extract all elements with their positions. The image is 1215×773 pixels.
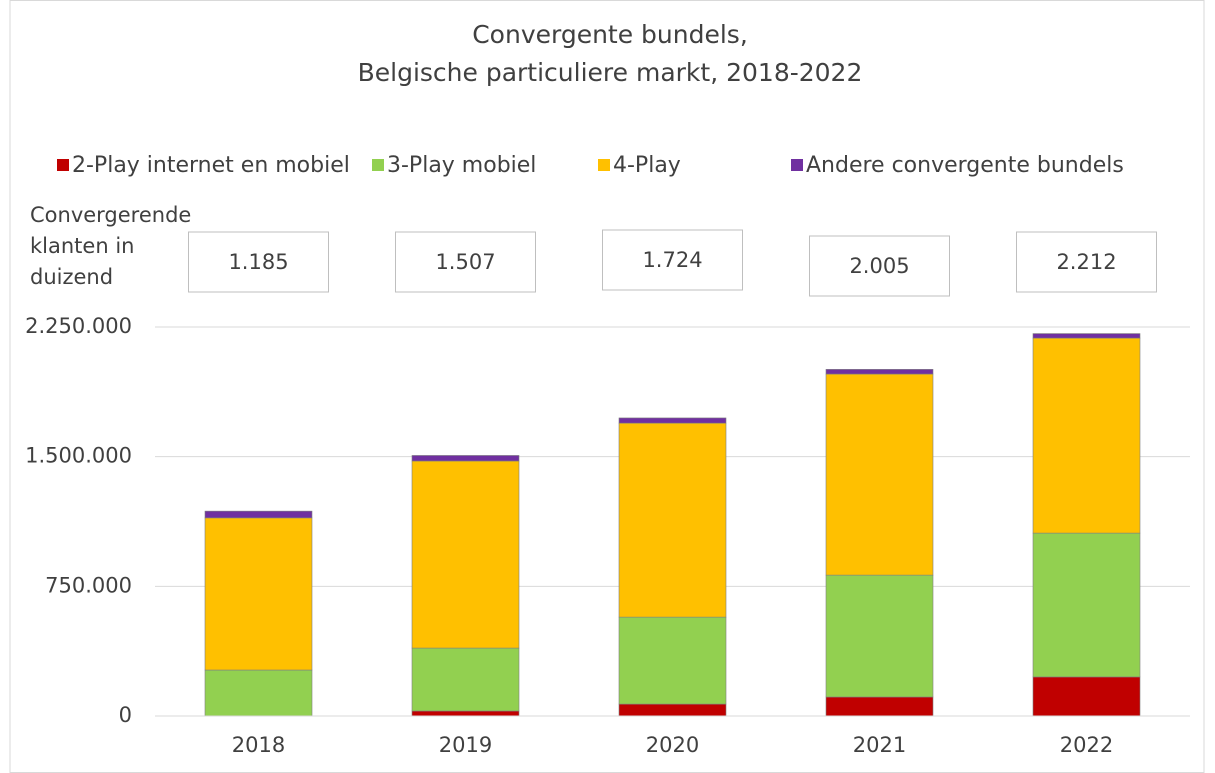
x-tick-label: 2019 (439, 733, 492, 757)
annotation: Convergerende (30, 203, 191, 227)
x-tick-label: 2018 (232, 733, 285, 757)
bar-segment (1032, 337, 1141, 534)
bar-segment (1032, 333, 1141, 339)
legend-label: 2-Play internet en mobiel (72, 153, 350, 178)
annotation: klanten in (30, 234, 134, 258)
legend-label: 3-Play mobiel (387, 153, 536, 178)
legend-label: 4-Play (613, 153, 681, 178)
y-tick-label: 1.500.000 (25, 444, 132, 468)
bar-segment (411, 460, 520, 649)
total-label: 2.005 (849, 254, 909, 278)
total-label: 2.212 (1056, 250, 1116, 274)
y-tick-label: 0 (119, 703, 132, 727)
bar-segment (1032, 532, 1141, 678)
bar-segment (1032, 676, 1141, 717)
bar-segment (825, 373, 934, 576)
total-box (1016, 231, 1157, 293)
bar-segment (618, 417, 727, 424)
x-tick-label: 2021 (853, 733, 906, 757)
chart-title: Convergente bundels, (472, 20, 748, 49)
total-box (395, 231, 536, 293)
bar-segment (204, 510, 313, 519)
bar-segment (825, 369, 934, 375)
bar-segment (411, 647, 520, 712)
y-tick-label: 750.000 (45, 573, 132, 597)
bar-segment (411, 710, 520, 717)
legend-swatch (57, 159, 69, 171)
bar-segment (618, 422, 727, 618)
total-box (809, 235, 950, 297)
bar-segment (204, 669, 313, 717)
legend-swatch (598, 159, 610, 171)
bar-segment (825, 696, 934, 717)
x-tick-label: 2020 (646, 733, 699, 757)
bar-segment (618, 616, 727, 705)
chart-frame (9, 0, 1205, 773)
legend-swatch (791, 159, 803, 171)
total-box (188, 231, 329, 293)
annotation: duizend (30, 265, 113, 289)
bar-segment (825, 574, 934, 698)
x-tick-label: 2022 (1060, 733, 1113, 757)
bar-segment (204, 517, 313, 671)
legend-swatch (372, 159, 384, 171)
y-tick-label: 2.250.000 (25, 314, 132, 338)
legend-label: Andere convergente bundels (806, 153, 1124, 178)
bar-segment (618, 703, 727, 717)
bar-segment (411, 455, 520, 462)
total-label: 1.185 (228, 250, 288, 274)
total-label: 1.724 (642, 248, 702, 272)
total-label: 1.507 (435, 250, 495, 274)
total-box (602, 229, 743, 291)
chart-title: Belgische particuliere markt, 2018-2022 (358, 58, 863, 87)
